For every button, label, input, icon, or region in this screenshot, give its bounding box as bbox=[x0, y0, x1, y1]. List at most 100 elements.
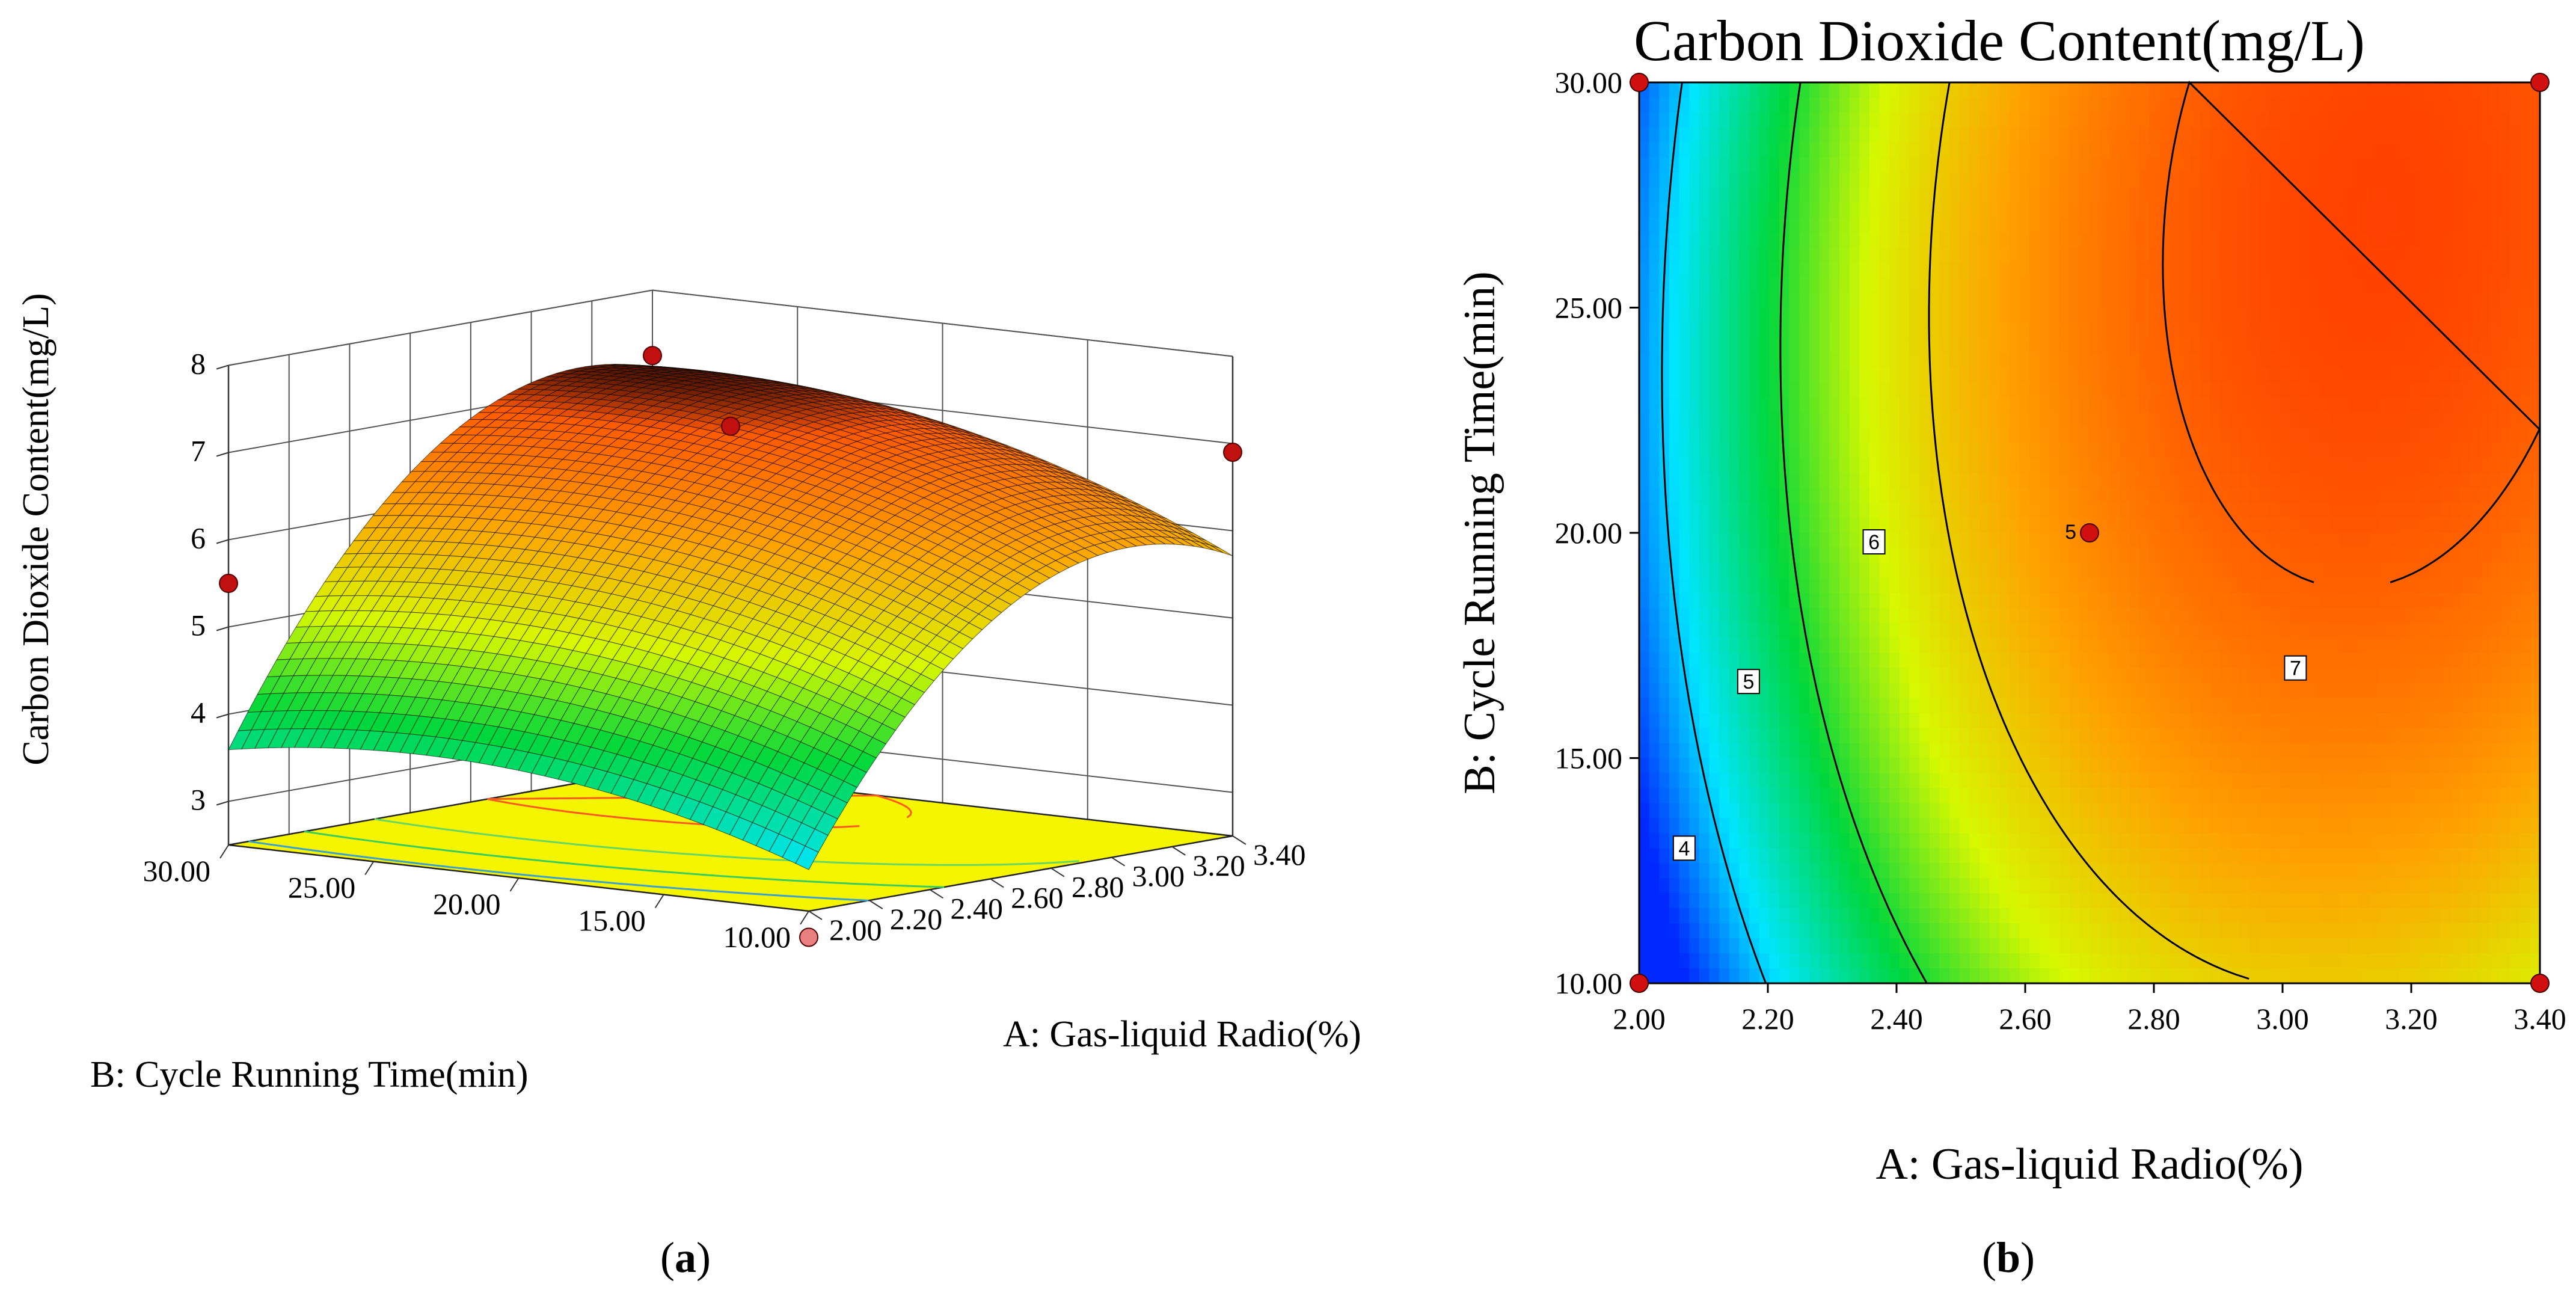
heat-cell bbox=[1809, 187, 1820, 203]
heat-cell bbox=[1659, 908, 1670, 924]
heat-cell bbox=[1649, 653, 1660, 669]
heat-cell bbox=[1949, 577, 1960, 594]
heat-cell bbox=[2079, 398, 2090, 413]
heat-cell bbox=[1669, 518, 1680, 533]
heat-cell bbox=[1639, 262, 1650, 278]
heat-cell bbox=[1859, 562, 1870, 579]
heat-cell bbox=[1729, 622, 1740, 639]
heat-cell bbox=[1689, 352, 1700, 368]
heat-cell bbox=[1959, 788, 1970, 803]
heat-cell bbox=[2019, 458, 2030, 473]
heat-cell bbox=[2099, 443, 2110, 458]
heat-cell bbox=[2099, 112, 2110, 128]
heat-cell bbox=[1999, 352, 2010, 368]
a-tick-label: 2.00 bbox=[829, 913, 882, 947]
heat-cell bbox=[1759, 458, 1770, 473]
heat-cell bbox=[1969, 668, 1980, 684]
heat-cell bbox=[2009, 382, 2020, 398]
heat-cell bbox=[1719, 803, 1730, 818]
heat-cell bbox=[1989, 622, 2000, 639]
heat-cell bbox=[2059, 637, 2070, 654]
heat-cell bbox=[1949, 848, 1960, 864]
heat-cell bbox=[1809, 758, 1820, 774]
heat-cell bbox=[1969, 683, 1980, 699]
heat-cell bbox=[1699, 127, 1710, 143]
heat-cell bbox=[2049, 413, 2060, 428]
heat-cell bbox=[1639, 292, 1650, 309]
heat-cell bbox=[1709, 683, 1720, 699]
heat-cell bbox=[1709, 172, 1720, 188]
heat-cell bbox=[1889, 758, 1900, 774]
heat-cell bbox=[1669, 82, 1680, 98]
heat-cell bbox=[1769, 773, 1780, 789]
heat-cell bbox=[1999, 488, 2010, 503]
heat-cell bbox=[1769, 322, 1780, 339]
heat-cell bbox=[1849, 743, 1860, 759]
heat-cell bbox=[1729, 953, 1740, 969]
heat-cell bbox=[2079, 367, 2090, 383]
heat-cell bbox=[1689, 247, 1700, 263]
heat-cell bbox=[1649, 443, 1660, 458]
heat-cell bbox=[2079, 923, 2090, 939]
heat-cell bbox=[2029, 923, 2040, 939]
surface-3d-base-projection bbox=[228, 769, 1233, 912]
heat-cell bbox=[1889, 367, 1900, 383]
heat-cell bbox=[2009, 202, 2020, 218]
heat-cell bbox=[1719, 833, 1730, 849]
heat-cell bbox=[1989, 413, 2000, 428]
heat-cell bbox=[2009, 863, 2020, 879]
heat-cell bbox=[2039, 653, 2050, 669]
heat-cell bbox=[2069, 262, 2080, 278]
heat-cell bbox=[1769, 713, 1780, 729]
a-tick-mark bbox=[929, 889, 943, 899]
heat-cell bbox=[1669, 668, 1680, 684]
heat-cell bbox=[1959, 398, 1970, 413]
heat-cell bbox=[1999, 142, 2010, 158]
heat-cell bbox=[2019, 923, 2030, 939]
a-tick-mark bbox=[1111, 856, 1126, 867]
heat-cell bbox=[2090, 577, 2100, 594]
heat-cell bbox=[2019, 232, 2030, 248]
heat-cell bbox=[2069, 187, 2080, 203]
heat-cell bbox=[2049, 518, 2060, 533]
heat-cell bbox=[1739, 592, 1750, 609]
heat-cell bbox=[1649, 247, 1660, 263]
heat-cell bbox=[1979, 202, 1990, 218]
heat-cell bbox=[1719, 668, 1730, 684]
heat-cell bbox=[1889, 622, 1900, 639]
heat-cell bbox=[1649, 773, 1660, 789]
heat-cell bbox=[1749, 728, 1760, 744]
heat-cell bbox=[2029, 518, 2040, 533]
heat-cell bbox=[1789, 863, 1800, 879]
heat-cell bbox=[1949, 488, 1960, 503]
heat-cell bbox=[1889, 698, 1900, 714]
heat-cell bbox=[1899, 217, 1910, 233]
heat-cell bbox=[2019, 637, 2030, 654]
heat-cell bbox=[1779, 142, 1790, 158]
heat-cell bbox=[1769, 863, 1780, 879]
heat-cell bbox=[1969, 413, 1980, 428]
heat-cell bbox=[2090, 413, 2100, 428]
heat-cell bbox=[1689, 382, 1700, 398]
heat-cell bbox=[1819, 818, 1830, 834]
heat-cell bbox=[1919, 607, 1930, 624]
heat-cell bbox=[1939, 277, 1950, 293]
heat-cell bbox=[1959, 908, 1970, 924]
heat-cell bbox=[1879, 307, 1890, 324]
heat-cell bbox=[1799, 157, 1810, 173]
heat-cell bbox=[1759, 202, 1770, 218]
heat-cell bbox=[1869, 818, 1880, 834]
heat-cell bbox=[1809, 503, 1820, 518]
heat-cell bbox=[1699, 668, 1710, 684]
heat-cell bbox=[1839, 322, 1850, 339]
heat-cell bbox=[1889, 382, 1900, 398]
heat-cell bbox=[1769, 157, 1780, 173]
heat-cell bbox=[1779, 592, 1790, 609]
heat-cell bbox=[1659, 833, 1670, 849]
a-tick-label: 2.60 bbox=[1011, 880, 1064, 914]
heat-cell bbox=[2119, 217, 2130, 233]
heat-cell bbox=[1999, 773, 2010, 789]
heat-cell bbox=[1799, 187, 1810, 203]
heat-cell bbox=[2099, 683, 2110, 699]
heat-cell bbox=[1669, 547, 1680, 564]
